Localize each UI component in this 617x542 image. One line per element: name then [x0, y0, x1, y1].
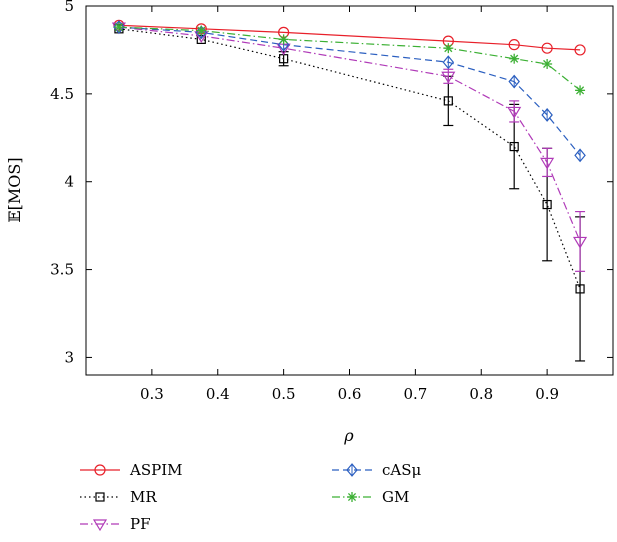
data-point [442, 55, 455, 70]
data-point [441, 71, 456, 84]
data-point [574, 44, 586, 56]
data-point [507, 106, 522, 119]
data-point [196, 25, 207, 36]
y-tick-label: 5 [64, 0, 74, 15]
data-point [574, 148, 586, 163]
data-point [575, 284, 585, 294]
series-lines [118, 24, 581, 290]
data-point-d2 [114, 23, 123, 32]
data-point [541, 108, 553, 122]
y-tick-label: 3 [64, 348, 74, 366]
x-axis-label: ρ [343, 426, 354, 445]
data-point [113, 22, 124, 33]
series-line-1 [118, 28, 581, 290]
data-point [542, 58, 553, 69]
x-tick-label: 0.8 [469, 385, 493, 403]
data-point [573, 236, 588, 249]
data-point [508, 74, 520, 89]
x-tick-label: 0.4 [206, 385, 230, 403]
legend-marker [92, 519, 108, 532]
legend-entry: ASPIM [80, 461, 183, 479]
data-point [541, 42, 553, 54]
series-line-3 [118, 26, 581, 156]
x-tick-label: 0.5 [272, 385, 296, 403]
legend-marker [347, 492, 357, 502]
data-point [509, 53, 520, 64]
data-point [443, 96, 453, 106]
data-point-d2 [543, 59, 552, 69]
data-point [509, 141, 519, 152]
data-point [508, 39, 520, 51]
data-point [278, 34, 289, 45]
data-point [542, 199, 552, 210]
legend-marker [95, 492, 105, 502]
error-bars [278, 51, 586, 362]
data-point-d2 [197, 26, 206, 35]
x-tick-label: 0.6 [338, 385, 362, 403]
y-tick-label: 4 [64, 173, 74, 191]
x-tick-label: 0.9 [535, 385, 559, 403]
y-axis-label: 𝔼[MOS] [5, 157, 24, 222]
y-tick-label: 4.5 [50, 85, 74, 103]
data-point-d2 [444, 44, 453, 53]
series-markers [111, 19, 588, 294]
legend-entry: PF [80, 515, 151, 533]
axis-ticks: 0.3 0.4 0.5 0.6 0.7 0.8 0.9 3 3.5 4 4.5 5 [50, 0, 613, 403]
x-tick-label: 0.3 [140, 385, 164, 403]
legend-label: GM [382, 488, 409, 506]
plot-area [85, 5, 614, 376]
legend-entry: cASμ [332, 461, 422, 479]
legend-entry: GM [332, 488, 409, 506]
legend-label: ASPIM [129, 461, 183, 479]
legend-label: PF [130, 515, 151, 533]
legend-entry: MR [80, 488, 157, 506]
data-point-d2 [510, 54, 519, 63]
series-line-0 [118, 24, 581, 51]
data-point [443, 43, 454, 54]
x-tick-label: 0.7 [403, 385, 427, 403]
y-tick-label: 3.5 [50, 261, 74, 279]
legend-marker [94, 464, 106, 476]
legend-marker [346, 463, 358, 477]
legend-marker-d2 [347, 492, 357, 502]
legend: ASPIM cASμ MR GM PF [80, 461, 422, 533]
data-point-d2 [279, 35, 288, 44]
data-point [575, 85, 586, 96]
legend-label: cASμ [382, 461, 422, 479]
data-point [540, 157, 555, 170]
data-point-d2 [576, 86, 585, 95]
legend-label: MR [130, 488, 157, 506]
